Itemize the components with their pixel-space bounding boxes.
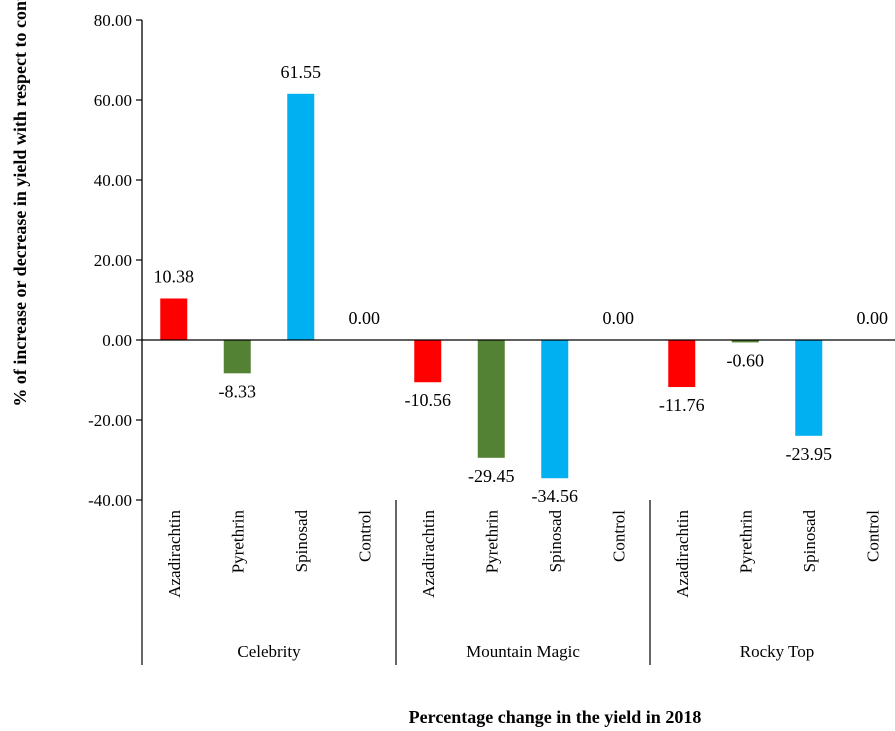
y-tick-label: -20.00 [88,411,132,430]
category-label: Spinosad [800,510,819,573]
category-label: Azadirachtin [419,510,438,598]
y-axis-ticks: 80.00 60.00 40.00 20.00 0.00 -20.00 -40.00 [88,11,142,510]
x-axis-title: Percentage change in the yield in 2018 [409,707,702,727]
bar-mountain-magic-azadirachtin [414,340,442,383]
data-label: 0.00 [349,308,381,328]
data-label: -29.45 [468,466,515,486]
bar-rocky-top-spinosad [795,340,823,436]
bar-celebrity-spinosad [287,93,315,340]
category-label: Azadirachtin [673,510,692,598]
y-tick-label: 60.00 [94,91,132,110]
y-tick-label: 20.00 [94,251,132,270]
bar-rocky-top-pyrethrin [731,340,759,343]
data-label: 0.00 [857,308,889,328]
category-label: Pyrethrin [228,510,247,574]
bar-mountain-magic-spinosad [541,340,569,479]
bar-celebrity-pyrethrin [223,340,251,374]
data-label: -34.56 [532,486,579,506]
group-label: Rocky Top [740,642,815,661]
y-axis-title: % of increase or decrease in yield with … [10,0,30,407]
category-label: Azadirachtin [165,510,184,598]
category-label: Control [355,510,374,562]
data-label: 61.55 [281,62,322,82]
bar-celebrity-azadirachtin [160,298,188,340]
data-label: 0.00 [603,308,635,328]
group-label: Mountain Magic [466,642,580,661]
bar-mountain-magic-pyrethrin [477,340,505,458]
y-tick-label: 0.00 [102,331,132,350]
category-label: Spinosad [292,510,311,573]
bar-rocky-top-azadirachtin [668,340,696,388]
data-label: -10.56 [405,390,452,410]
bars [160,93,823,479]
y-tick-label: 80.00 [94,11,132,30]
y-tick-label: -40.00 [88,491,132,510]
group-label: Celebrity [237,642,301,661]
category-label: Pyrethrin [736,510,755,574]
data-label: -11.76 [659,395,705,415]
category-label: Control [863,510,882,562]
category-labels: Azadirachtin Pyrethrin Spinosad Control Cele… [165,510,883,661]
data-label: 10.38 [154,266,195,286]
category-label: Pyrethrin [482,510,501,574]
category-label: Control [609,510,628,562]
data-label: -0.60 [727,350,765,370]
data-labels: 10.38 -8.33 61.55 0.00 -10.56 -29.45 -34.56 0.0… [154,62,889,506]
y-tick-label: 40.00 [94,171,132,190]
category-label: Spinosad [546,510,565,573]
data-label: -8.33 [219,381,257,401]
axes [141,20,895,665]
data-label: -23.95 [786,444,833,464]
